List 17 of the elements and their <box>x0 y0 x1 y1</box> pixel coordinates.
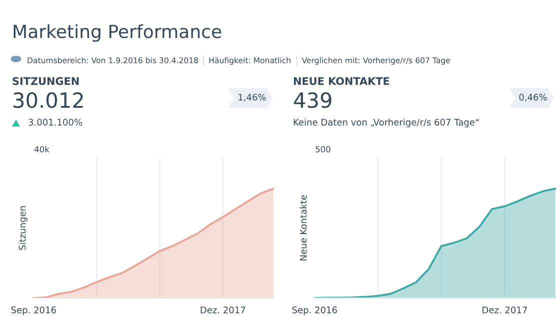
text: 0,46% <box>519 94 547 102</box>
text: 3.001.100% <box>28 118 82 126</box>
x-tick-label: Sep. 2016 <box>11 306 56 316</box>
y-axis-title: Sitzungen <box>18 206 28 250</box>
text: 500 <box>316 146 330 152</box>
text: Keine Daten von „Vorherige/r/s 607 Tage“ <box>294 118 479 128</box>
text: 439 <box>294 92 332 108</box>
chart-title: SITZUNGEN <box>12 77 79 86</box>
x-tick-label: Dez. 2017 <box>200 306 246 314</box>
text: 40k <box>34 146 50 152</box>
text: Marketing Performance <box>14 24 222 42</box>
x-tick-label: Dez. 2017 <box>482 306 527 314</box>
x-tick-label: Sep. 2016 <box>292 306 337 316</box>
text: 30.012 <box>14 92 83 108</box>
text: 1,46% <box>238 94 266 102</box>
y-axis-title: Neue Kontakte <box>300 195 307 260</box>
chart-title: NEUE KONTAKTE <box>294 77 390 86</box>
